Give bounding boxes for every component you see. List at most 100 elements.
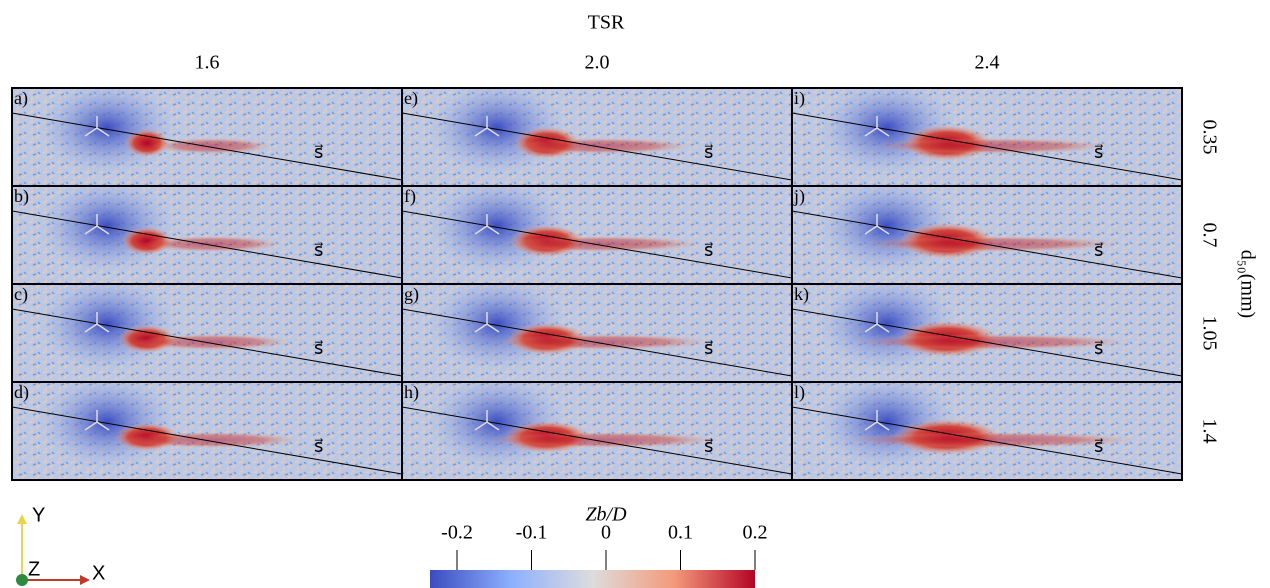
panel-label: l): [794, 382, 805, 403]
panel-image: [12, 382, 402, 480]
wake-line: [12, 406, 402, 475]
panel-image: [792, 186, 1182, 284]
turbine: [84, 116, 110, 137]
deposit-tail: [143, 236, 281, 252]
column-label: 1.6: [195, 52, 220, 74]
panel-image: [12, 88, 402, 186]
wake-line: [402, 406, 792, 475]
row-label: 0.35: [1198, 120, 1220, 155]
vector-label: s⃗: [1094, 436, 1103, 456]
row-label: 1.4: [1198, 419, 1220, 444]
panel-border: [791, 381, 1183, 481]
colorbar-tick-label: -0.1: [516, 522, 548, 544]
panel: a) s⃗: [11, 87, 403, 187]
vector-label: s⃗: [1094, 338, 1103, 358]
panel-label: h): [404, 382, 419, 403]
panel-image: [402, 382, 792, 480]
colorbar-tick-label: 0.1: [668, 522, 693, 544]
panel-label: i): [794, 88, 805, 109]
wake-line: [402, 308, 792, 377]
scour-hole: [37, 186, 177, 274]
panel: j) s⃗: [791, 185, 1183, 285]
turbine: [474, 410, 500, 431]
panel: k) s⃗: [791, 283, 1183, 383]
panel: i) s⃗: [791, 87, 1183, 187]
wake-line: [12, 308, 402, 377]
panel-label: a): [14, 88, 28, 109]
turbine: [474, 116, 500, 137]
vector-label: s⃗: [704, 142, 713, 162]
wake-line: [402, 112, 792, 181]
vector-label: s⃗: [704, 338, 713, 358]
panel-image: [792, 284, 1182, 382]
wake-line: [792, 406, 1182, 475]
panel-image: [402, 88, 792, 186]
vector-label: s⃗: [1094, 240, 1103, 260]
deposit-tail: [125, 432, 299, 448]
wake-line: [12, 210, 402, 279]
turbine: [84, 312, 110, 333]
panel: b) s⃗: [11, 185, 403, 285]
deposit-tail: [845, 432, 1139, 448]
panel-image: [402, 284, 792, 382]
deposit: [125, 129, 169, 157]
vector-label: s⃗: [314, 142, 323, 162]
column-label: 2.0: [585, 52, 610, 74]
panel-label: d): [14, 382, 29, 403]
colorbar-tick-label: 0.2: [743, 522, 768, 544]
panel-image: [792, 88, 1182, 186]
panel: d) s⃗: [11, 381, 403, 481]
wake-line: [12, 112, 402, 181]
panel: h) s⃗: [401, 381, 793, 481]
panel: f) s⃗: [401, 185, 793, 285]
panel: c) s⃗: [11, 283, 403, 383]
deposit-tail: [872, 138, 1112, 154]
deposit-tail: [854, 334, 1130, 350]
panel: l) s⃗: [791, 381, 1183, 481]
turbine: [474, 214, 500, 235]
deposit-tail: [494, 334, 710, 350]
turbine: [474, 312, 500, 333]
turbine: [864, 116, 890, 137]
turbine: [84, 410, 110, 431]
panel-label: c): [14, 284, 28, 305]
colorbar-tick-label: -0.2: [441, 522, 473, 544]
vector-label: s⃗: [314, 240, 323, 260]
panel-label: g): [404, 284, 419, 305]
deposit-tail: [512, 138, 692, 154]
vector-label: s⃗: [704, 436, 713, 456]
axis-x: X: [92, 562, 105, 584]
panel-label: k): [794, 284, 809, 305]
panel: g) s⃗: [401, 283, 793, 383]
colorbar: [430, 570, 755, 588]
panel-image: [402, 186, 792, 284]
colorbar-label: Zb/D: [585, 504, 627, 526]
panel-label: f): [404, 186, 416, 207]
column-label: 2.4: [975, 52, 1000, 74]
vector-label: s⃗: [1094, 142, 1103, 162]
vector-label: s⃗: [704, 240, 713, 260]
vector-label: s⃗: [314, 338, 323, 358]
row-label: 1.05: [1198, 316, 1220, 351]
panel-image: [792, 382, 1182, 480]
scour-hole: [37, 88, 177, 176]
wake-line: [792, 112, 1182, 181]
deposit-tail: [134, 334, 290, 350]
figure-title: TSR: [588, 12, 625, 34]
panel-image: [12, 186, 402, 284]
panel-label: e): [404, 88, 418, 109]
axis-z: Z: [28, 558, 40, 580]
turbine: [84, 214, 110, 235]
wake-line: [402, 210, 792, 279]
panel-label: b): [14, 186, 29, 207]
turbine: [864, 214, 890, 235]
deposit-tail: [485, 432, 719, 448]
row-title: d₅₀(mm): [1236, 250, 1258, 318]
wake-line: [792, 308, 1182, 377]
turbine: [864, 312, 890, 333]
deposit-tail: [503, 236, 701, 252]
panel: e) s⃗: [401, 87, 793, 187]
scour-hole: [37, 382, 177, 470]
vector-label: s⃗: [314, 436, 323, 456]
